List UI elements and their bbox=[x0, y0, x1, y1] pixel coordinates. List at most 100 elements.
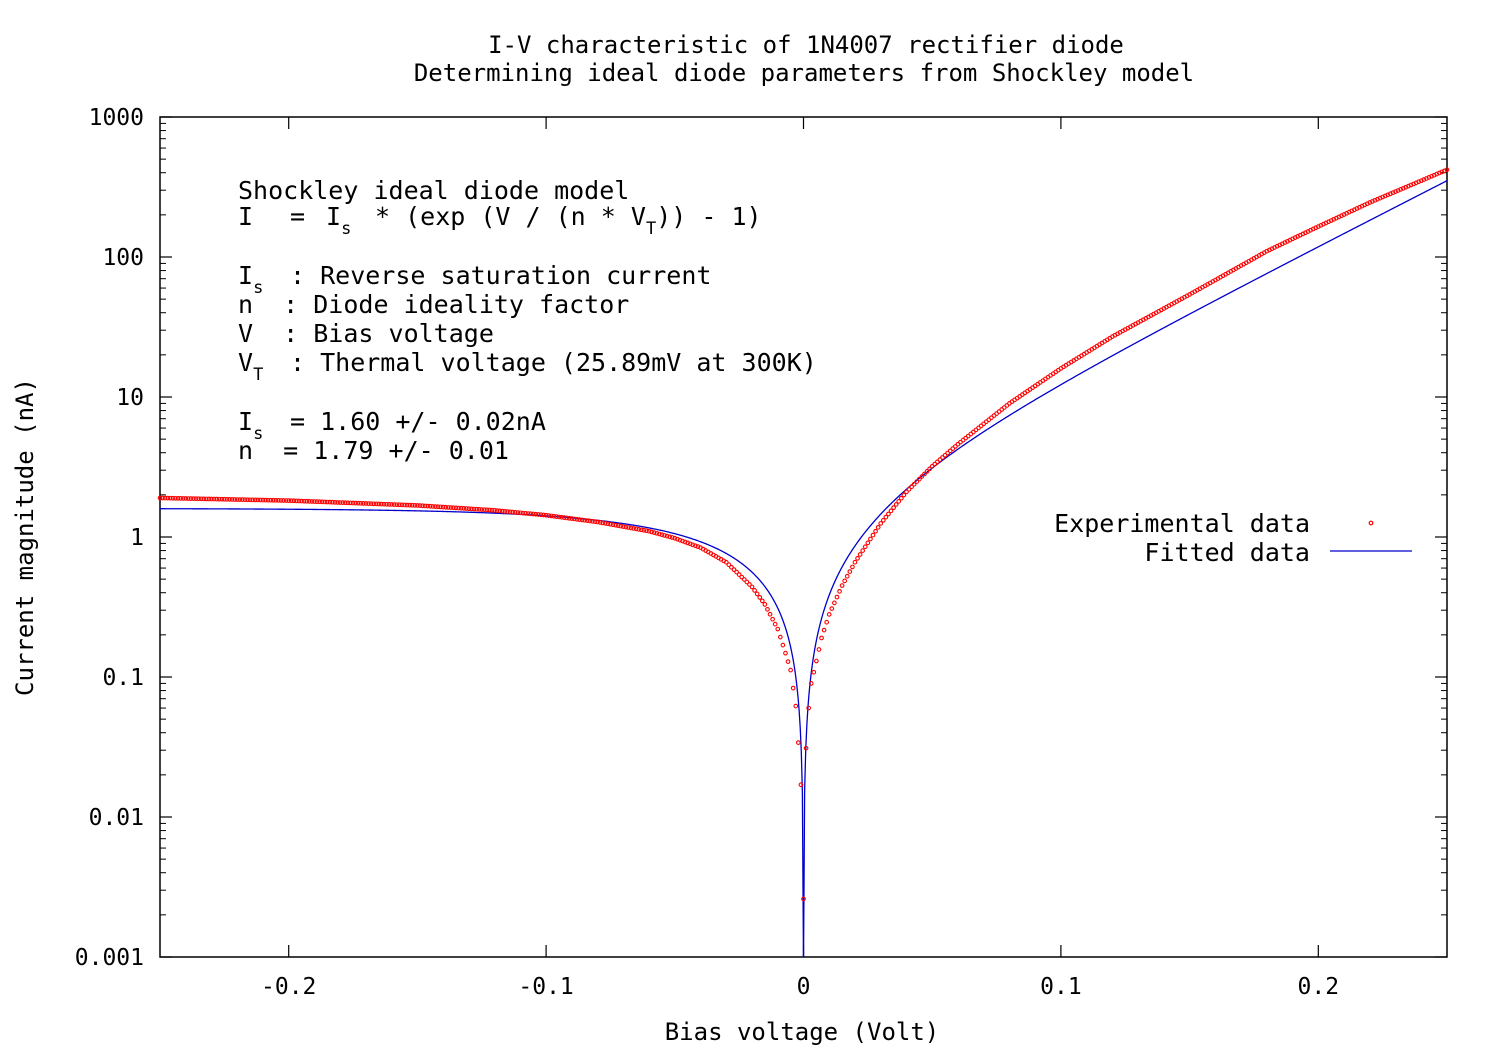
y-tick-label: 10 bbox=[116, 385, 144, 411]
experimental-point bbox=[731, 567, 737, 573]
experimental-point bbox=[270, 497, 276, 503]
experimental-point bbox=[762, 602, 768, 607]
experimental-point bbox=[631, 526, 636, 531]
annotation-model-title: Shockley ideal diode model bbox=[238, 176, 629, 205]
experimental-point bbox=[317, 499, 322, 505]
experimental-point bbox=[417, 503, 423, 508]
experimental-point bbox=[299, 498, 304, 504]
experimental-point bbox=[891, 505, 896, 511]
experimental-point bbox=[361, 501, 366, 506]
experimental-point bbox=[821, 627, 827, 633]
x-tick-label: -0.1 bbox=[518, 974, 573, 1000]
experimental-point bbox=[806, 705, 812, 711]
experimental-point bbox=[312, 499, 317, 504]
experimental-point bbox=[407, 502, 413, 508]
experimental-point bbox=[554, 514, 559, 519]
experimental-point bbox=[610, 522, 616, 528]
experimental-point bbox=[525, 511, 531, 516]
fitted-curve-reverse bbox=[160, 508, 805, 958]
experimental-point bbox=[677, 537, 683, 543]
experimental-point bbox=[898, 495, 904, 501]
experimental-point bbox=[669, 535, 675, 540]
vt-symbol: V bbox=[238, 348, 253, 377]
experimental-point bbox=[440, 504, 446, 510]
experimental-point bbox=[306, 499, 312, 504]
experimental-point bbox=[819, 635, 824, 641]
experimental-point bbox=[381, 501, 387, 507]
experimental-point bbox=[234, 497, 240, 502]
experimental-point bbox=[371, 501, 376, 507]
experimental-point bbox=[592, 519, 598, 525]
experimental-point bbox=[319, 499, 325, 505]
experimental-point bbox=[350, 500, 356, 506]
experimental-point bbox=[242, 497, 248, 503]
experimental-point bbox=[237, 497, 243, 502]
experimental-point bbox=[597, 520, 603, 525]
experimental-point bbox=[538, 512, 544, 518]
experimental-point bbox=[443, 504, 449, 510]
experimental-point bbox=[572, 516, 577, 522]
experimental-point bbox=[294, 498, 299, 504]
experimental-point bbox=[584, 518, 590, 523]
experimental-point bbox=[397, 502, 402, 508]
experimental-point bbox=[469, 506, 474, 512]
experimental-point bbox=[561, 515, 567, 520]
experimental-point bbox=[644, 528, 649, 534]
experimental-point bbox=[474, 506, 479, 512]
legend-label-experimental: Experimental data bbox=[1054, 509, 1310, 538]
experimental-point bbox=[183, 496, 189, 501]
experimental-point bbox=[726, 562, 732, 568]
experimental-point bbox=[286, 498, 292, 503]
experimental-point bbox=[811, 669, 817, 675]
experimental-point bbox=[518, 510, 523, 516]
experimental-point bbox=[868, 536, 873, 542]
experimental-point bbox=[646, 528, 652, 534]
experimental-point bbox=[574, 516, 580, 522]
experimental-point bbox=[602, 521, 608, 526]
experimental-point bbox=[927, 466, 932, 472]
experimental-point bbox=[180, 496, 186, 501]
experimental-point bbox=[206, 496, 212, 502]
experimental-point bbox=[196, 496, 201, 502]
y-axis-label: Current magnitude (nA) bbox=[11, 378, 39, 696]
experimental-point bbox=[880, 517, 886, 523]
experimental-point bbox=[772, 621, 778, 627]
experimental-point bbox=[373, 501, 379, 507]
experimental-point bbox=[904, 489, 909, 495]
experimental-point bbox=[844, 573, 850, 579]
experimental-point bbox=[430, 504, 436, 509]
experimental-point bbox=[777, 634, 783, 640]
experimental-point bbox=[690, 542, 696, 548]
experimental-point bbox=[862, 544, 868, 550]
experimental-point bbox=[505, 509, 510, 514]
experimental-point bbox=[839, 583, 845, 588]
experimental-point bbox=[327, 499, 333, 505]
experimental-point bbox=[438, 504, 443, 510]
experimental-point bbox=[173, 495, 178, 501]
experimental-point bbox=[489, 507, 495, 513]
experimental-point bbox=[198, 496, 204, 502]
experimental-point bbox=[582, 517, 588, 523]
experimental-point bbox=[896, 499, 902, 504]
experimental-point bbox=[330, 499, 335, 505]
experimental-point bbox=[456, 505, 461, 511]
experimental-point bbox=[415, 503, 420, 508]
experimental-point bbox=[471, 506, 477, 512]
experimental-point bbox=[201, 496, 207, 502]
plot-frame bbox=[159, 116, 1448, 958]
experimental-point bbox=[451, 505, 456, 511]
experimental-point bbox=[435, 504, 441, 510]
experimental-point bbox=[283, 498, 289, 503]
experimental-point bbox=[185, 496, 191, 501]
experimental-point bbox=[278, 498, 284, 503]
chart-title: I-V characteristic of 1N4007 rectifier d… bbox=[488, 31, 1124, 59]
experimental-point bbox=[345, 500, 351, 506]
experimental-point bbox=[273, 497, 279, 503]
experimental-point bbox=[528, 511, 534, 517]
experimental-point bbox=[765, 606, 770, 612]
experimental-point bbox=[577, 517, 582, 522]
experimental-point bbox=[229, 497, 235, 502]
experimental-point bbox=[814, 658, 819, 664]
experimental-point bbox=[855, 556, 860, 561]
experimental-point bbox=[466, 506, 472, 512]
